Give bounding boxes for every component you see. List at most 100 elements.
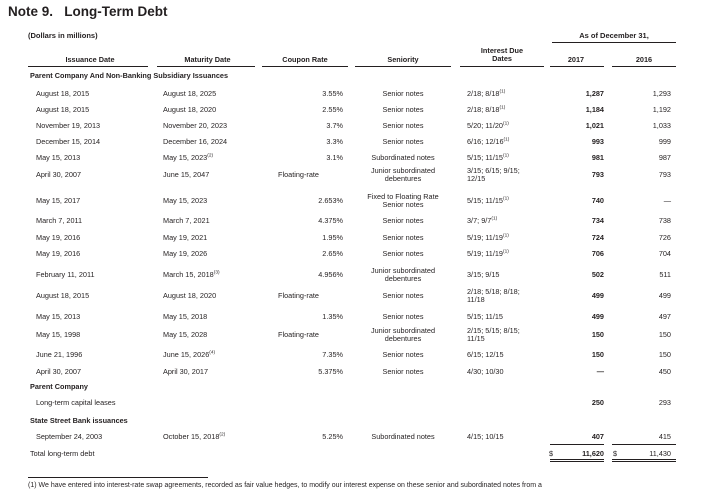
value-2017: 1,184 — [585, 105, 604, 114]
interest-dates: 5/15; 11/15(1) — [467, 153, 509, 162]
interest-dates: 6/16; 12/16(1) — [467, 137, 510, 146]
footnote-ref: (1) — [502, 249, 509, 255]
footnote-ref: (1) — [499, 105, 506, 111]
total-2017: 11,620 — [582, 449, 604, 458]
maturity-date: November 20, 2023 — [163, 121, 228, 130]
interest-dates: 5/15; 11/15 — [467, 312, 503, 321]
coupon-rate: 5.25% — [322, 432, 343, 441]
footnote-ref: (1) — [502, 153, 509, 159]
maturity-date: May 15, 2018 — [163, 312, 208, 321]
issuance-date: May 19, 2016 — [36, 233, 81, 242]
header-rule — [460, 66, 544, 67]
maturity-date: May 15, 2028 — [163, 330, 208, 339]
seniority: Fixed to Floating Rate Senior notes — [367, 192, 439, 209]
header-rule — [612, 66, 676, 67]
issuance-date: April 30, 2007 — [36, 170, 82, 179]
header-interest-due: Interest Due — [480, 46, 524, 55]
footnote-ref: (4) — [209, 350, 216, 356]
seniority: Senior notes — [382, 312, 424, 321]
seniority: Junior subordinated debentures — [370, 266, 436, 283]
footnote-ref: (2) — [207, 153, 214, 159]
interest-dates: 5/15; 11/15(1) — [467, 196, 509, 205]
header-2017: 2017 — [567, 55, 585, 64]
coupon-rate: 7.35% — [322, 350, 343, 359]
interest-dates: 2/18; 8/18(1) — [467, 89, 506, 98]
seniority: Senior notes — [382, 89, 424, 98]
table-row: August 18, 2015 August 18, 2020 2.55% Senio… — [0, 102, 701, 118]
maturity-date: May 19, 2026 — [163, 249, 208, 258]
units-label: (Dollars in millions) — [28, 31, 98, 40]
total-double-rule — [550, 459, 604, 460]
table-row: April 30, 2007 June 15, 2047 Floating-rate… — [0, 167, 701, 183]
footnote-ref: (1) — [502, 233, 509, 239]
issuance-date: April 30, 2007 — [36, 367, 82, 376]
table-row: May 15, 2017 May 15, 2023 2.653% Fixed to F… — [0, 193, 701, 209]
value-2016: 450 — [658, 367, 671, 376]
table-row: March 7, 2011 March 7, 2021 4.375% Senior n… — [0, 213, 701, 229]
value-2016: 293 — [658, 398, 671, 407]
seniority: Subordinated notes — [371, 153, 435, 162]
footnote-ref: (3) — [213, 270, 220, 276]
header-interest-dates: Dates — [492, 54, 512, 63]
issuance-date: August 18, 2015 — [36, 105, 90, 114]
value-2016: 704 — [658, 249, 671, 258]
value-2016: 497 — [658, 312, 671, 321]
header-rule — [550, 66, 604, 67]
seniority: Senior notes — [382, 350, 424, 359]
interest-dates: 5/19; 11/19(1) — [467, 249, 509, 258]
coupon-rate: Floating-rate — [278, 330, 319, 339]
header-2016: 2016 — [635, 55, 653, 64]
value-2017: 981 — [591, 153, 604, 162]
issuance-date: August 18, 2015 — [36, 291, 90, 300]
footnote-ref: (1) — [503, 137, 510, 143]
value-2017: 499 — [591, 291, 604, 300]
seniority: Senior notes — [382, 137, 424, 146]
seniority: Subordinated notes — [371, 432, 435, 441]
table-row: June 21, 1996 June 15, 2026(4) 7.35% Senior… — [0, 347, 701, 363]
lease-label: Long-term capital leases — [36, 398, 116, 407]
table-row: August 18, 2015 August 18, 2020 Floating-r… — [0, 288, 701, 304]
coupon-rate: 4.375% — [318, 216, 343, 225]
seniority: Senior notes — [382, 367, 424, 376]
value-2017: 150 — [591, 330, 604, 339]
issuance-date: August 18, 2015 — [36, 89, 90, 98]
coupon-rate: 5.375% — [318, 367, 343, 376]
interest-dates: 2/15; 5/15; 8/15; 11/15 — [467, 326, 520, 343]
interest-dates: 6/15; 12/15 — [467, 350, 504, 359]
value-2017: — — [596, 367, 604, 376]
value-2017: 1,021 — [585, 121, 604, 130]
maturity-date: May 15, 2023 — [163, 196, 208, 205]
footnote-ref: (1) — [502, 196, 509, 202]
as-of-header: As of December 31, — [552, 31, 676, 43]
coupon-rate: 1.35% — [322, 312, 343, 321]
total-double-rule — [550, 461, 604, 462]
interest-dates: 2/18; 5/18; 8/18; 11/18 — [467, 287, 520, 304]
value-2017: 993 — [591, 137, 604, 146]
total-double-rule — [612, 459, 676, 460]
value-2016: 793 — [658, 170, 671, 179]
coupon-rate: 4.956% — [318, 270, 343, 279]
header-rule — [355, 66, 451, 67]
value-2016: 415 — [658, 432, 671, 441]
value-2016: 1,033 — [652, 121, 671, 130]
issuance-date: June 21, 1996 — [36, 350, 83, 359]
interest-dates: 5/20; 11/20(1) — [467, 121, 509, 130]
table-row: December 15, 2014 December 16, 2024 3.3% Se… — [0, 134, 701, 150]
coupon-rate: 3.1% — [326, 153, 343, 162]
issuance-date: May 15, 2013 — [36, 153, 81, 162]
seniority: Senior notes — [382, 291, 424, 300]
maturity-date: August 18, 2025 — [163, 89, 217, 98]
maturity-date: April 30, 2017 — [163, 367, 209, 376]
coupon-rate: 3.55% — [322, 89, 343, 98]
maturity-date: October 15, 2018(2) — [163, 432, 226, 441]
header-maturity-date: Maturity Date — [184, 55, 231, 64]
value-2016: 1,293 — [652, 89, 671, 98]
value-2017: 250 — [591, 398, 604, 407]
interest-dates: 3/15; 6/15; 9/15; 12/15 — [467, 166, 520, 183]
value-2016: 150 — [658, 330, 671, 339]
interest-dates: 2/18; 8/18(1) — [467, 105, 506, 114]
issuance-date: May 15, 1998 — [36, 330, 81, 339]
seniority: Senior notes — [382, 216, 424, 225]
footnote-ref: (1) — [502, 121, 509, 127]
total-currency-2017: $ — [549, 449, 554, 458]
